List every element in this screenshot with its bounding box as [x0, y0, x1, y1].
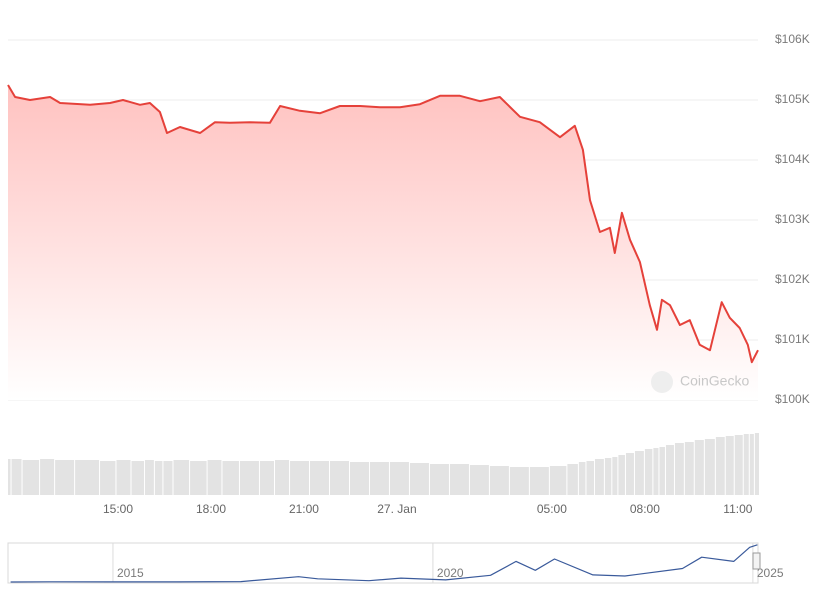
- volume-bar: [734, 435, 743, 495]
- x-tick-label: 08:00: [630, 502, 660, 516]
- volume-bar: [754, 433, 759, 495]
- volume-bar: [330, 461, 349, 495]
- volume-bar: [659, 447, 665, 495]
- x-tick-label: 11:00: [723, 502, 752, 516]
- volume-bar: [116, 460, 131, 495]
- y-tick-label: $106K: [775, 32, 810, 46]
- volume-bar: [310, 461, 330, 495]
- volume-bar: [725, 436, 734, 495]
- x-tick-label: 18:00: [196, 502, 226, 516]
- volume-bar: [743, 434, 749, 495]
- price-chart: $100K $101K $102K $103K $104K $105K $106K 15:00…: [7, 32, 810, 516]
- y-tick-label: $104K: [775, 152, 810, 166]
- volume-bar: [634, 451, 644, 495]
- y-tick-label: $102K: [775, 272, 810, 286]
- volume-bar: [489, 466, 509, 495]
- volume-bar: [239, 461, 259, 495]
- volume-bar: [704, 439, 715, 495]
- volume-bar: [644, 449, 653, 495]
- volume-bar: [274, 460, 290, 495]
- volume-bar: [694, 440, 704, 495]
- x-tick-label: 27. Jan: [377, 502, 416, 516]
- watermark-text: CoinGecko: [680, 373, 749, 389]
- volume-bar: [674, 443, 684, 495]
- y-tick-label: $100K: [775, 392, 810, 406]
- volume-bar: [715, 437, 725, 495]
- x-tick-label: 15:00: [103, 502, 133, 516]
- x-tick-label: 2025: [757, 566, 784, 580]
- line: [7, 84, 759, 364]
- volume-bar: [578, 462, 586, 495]
- volume-bar: [75, 460, 100, 495]
- navigator-handle[interactable]: [752, 552, 761, 570]
- x-tick-label: 2015: [117, 566, 144, 580]
- volume-bar: [529, 467, 549, 495]
- x-tick-label: 2020: [437, 566, 464, 580]
- volume-bar: [55, 460, 75, 495]
- y-tick-label: $101K: [775, 332, 810, 346]
- volume-bar: [449, 464, 469, 495]
- x-tick-label: 05:00: [537, 502, 567, 516]
- volume-bar: [154, 461, 163, 495]
- volume-bar: [567, 464, 578, 495]
- volume-chart: [8, 433, 759, 495]
- volume-bar: [469, 465, 489, 495]
- volume-bar: [190, 461, 207, 495]
- volume-bar: [612, 457, 618, 495]
- volume-bar: [625, 453, 634, 495]
- volume-bar: [369, 462, 389, 495]
- volume-bar: [618, 455, 625, 495]
- volume-bar: [144, 460, 154, 495]
- volume-bar: [653, 448, 659, 495]
- volume-bar: [163, 461, 173, 495]
- volume-bar: [409, 463, 429, 495]
- volume-bar: [207, 460, 222, 495]
- volume-bar: [40, 459, 55, 495]
- watermark-logo: [651, 371, 673, 393]
- volume-bar: [11, 459, 22, 495]
- volume-bar: [222, 461, 239, 495]
- volume-bar: [509, 467, 529, 495]
- volume-bar: [684, 442, 694, 495]
- volume-bar: [8, 459, 11, 495]
- volume-bar: [549, 466, 567, 495]
- navigator: 2015 2020 2025: [10, 543, 784, 583]
- volume-bar: [173, 460, 190, 495]
- volume-bar: [389, 462, 409, 495]
- volume-bar: [665, 445, 674, 495]
- volume-bar: [604, 458, 612, 495]
- volume-bar: [131, 461, 144, 495]
- line: [10, 544, 758, 583]
- volume-bar: [594, 459, 604, 495]
- volume-bar: [429, 464, 449, 495]
- volume-bar: [290, 461, 310, 495]
- watermark: CoinGecko: [651, 371, 749, 393]
- volume-bar: [100, 461, 116, 495]
- volume-bar: [586, 461, 594, 495]
- area: [8, 85, 758, 400]
- y-tick-label: $105K: [775, 92, 810, 106]
- volume-bar: [259, 461, 274, 495]
- volume-bar: [349, 462, 369, 495]
- volume-bar: [22, 460, 40, 495]
- volume-bar: [749, 434, 754, 495]
- y-tick-label: $103K: [775, 212, 810, 226]
- x-tick-label: 21:00: [289, 502, 319, 516]
